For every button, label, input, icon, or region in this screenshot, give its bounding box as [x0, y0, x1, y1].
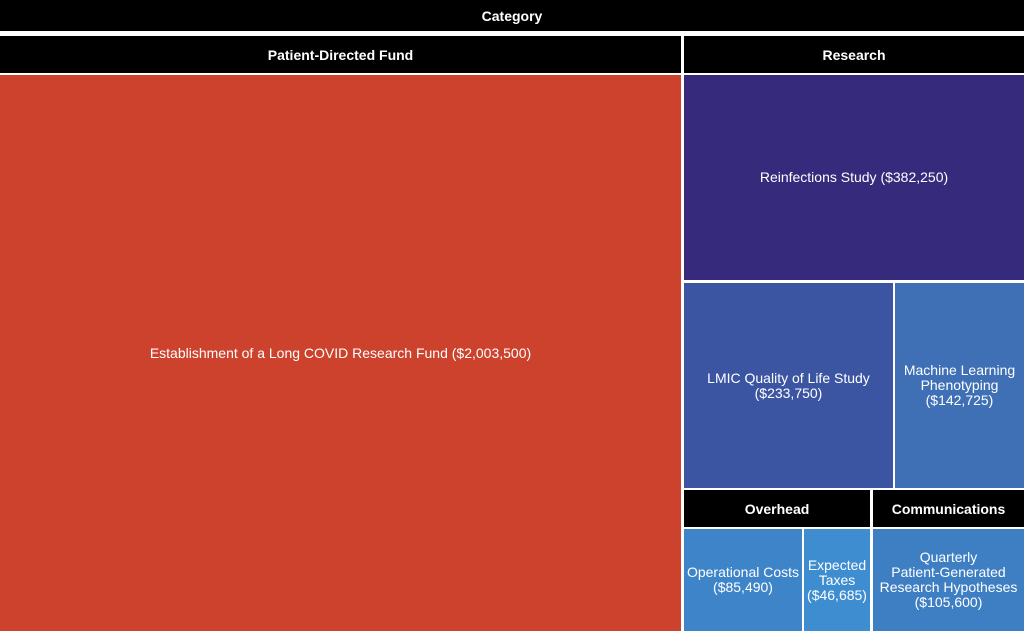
tile-lmic-quality-of-life-study[interactable]: LMIC Quality of Life Study ($233,750): [684, 283, 893, 488]
tile-label: Establishment of a Long COVID Research F…: [149, 344, 532, 361]
tile-label: Reinfections Study ($382,250): [759, 169, 949, 185]
tile-expected-taxes[interactable]: Expected Taxes ($46,685): [804, 529, 870, 631]
tile-label: Quarterly Patient-Generated Research Hyp…: [879, 549, 1018, 610]
group-header-overhead[interactable]: Overhead: [684, 490, 870, 527]
tile-label: Expected Taxes ($46,685): [807, 556, 867, 603]
tile-label: Operational Costs ($85,490): [686, 564, 800, 595]
tile-quarterly-hypotheses[interactable]: Quarterly Patient-Generated Research Hyp…: [873, 529, 1024, 631]
tile-operational-costs[interactable]: Operational Costs ($85,490): [684, 529, 802, 631]
tile-label: Machine Learning Phenotyping ($142,725): [903, 362, 1016, 408]
group-header-communications[interactable]: Communications: [873, 490, 1024, 527]
group-header-research[interactable]: Research: [684, 36, 1024, 73]
tile-long-covid-research-fund[interactable]: Establishment of a Long COVID Research F…: [0, 75, 681, 631]
root-header[interactable]: Category: [0, 0, 1024, 31]
tile-label: LMIC Quality of Life Study ($233,750): [707, 369, 870, 401]
tile-reinfections-study[interactable]: Reinfections Study ($382,250): [684, 75, 1024, 280]
tile-machine-learning-phenotyping[interactable]: Machine Learning Phenotyping ($142,725): [895, 283, 1024, 488]
group-header-patient-directed-fund[interactable]: Patient-Directed Fund: [0, 36, 681, 73]
